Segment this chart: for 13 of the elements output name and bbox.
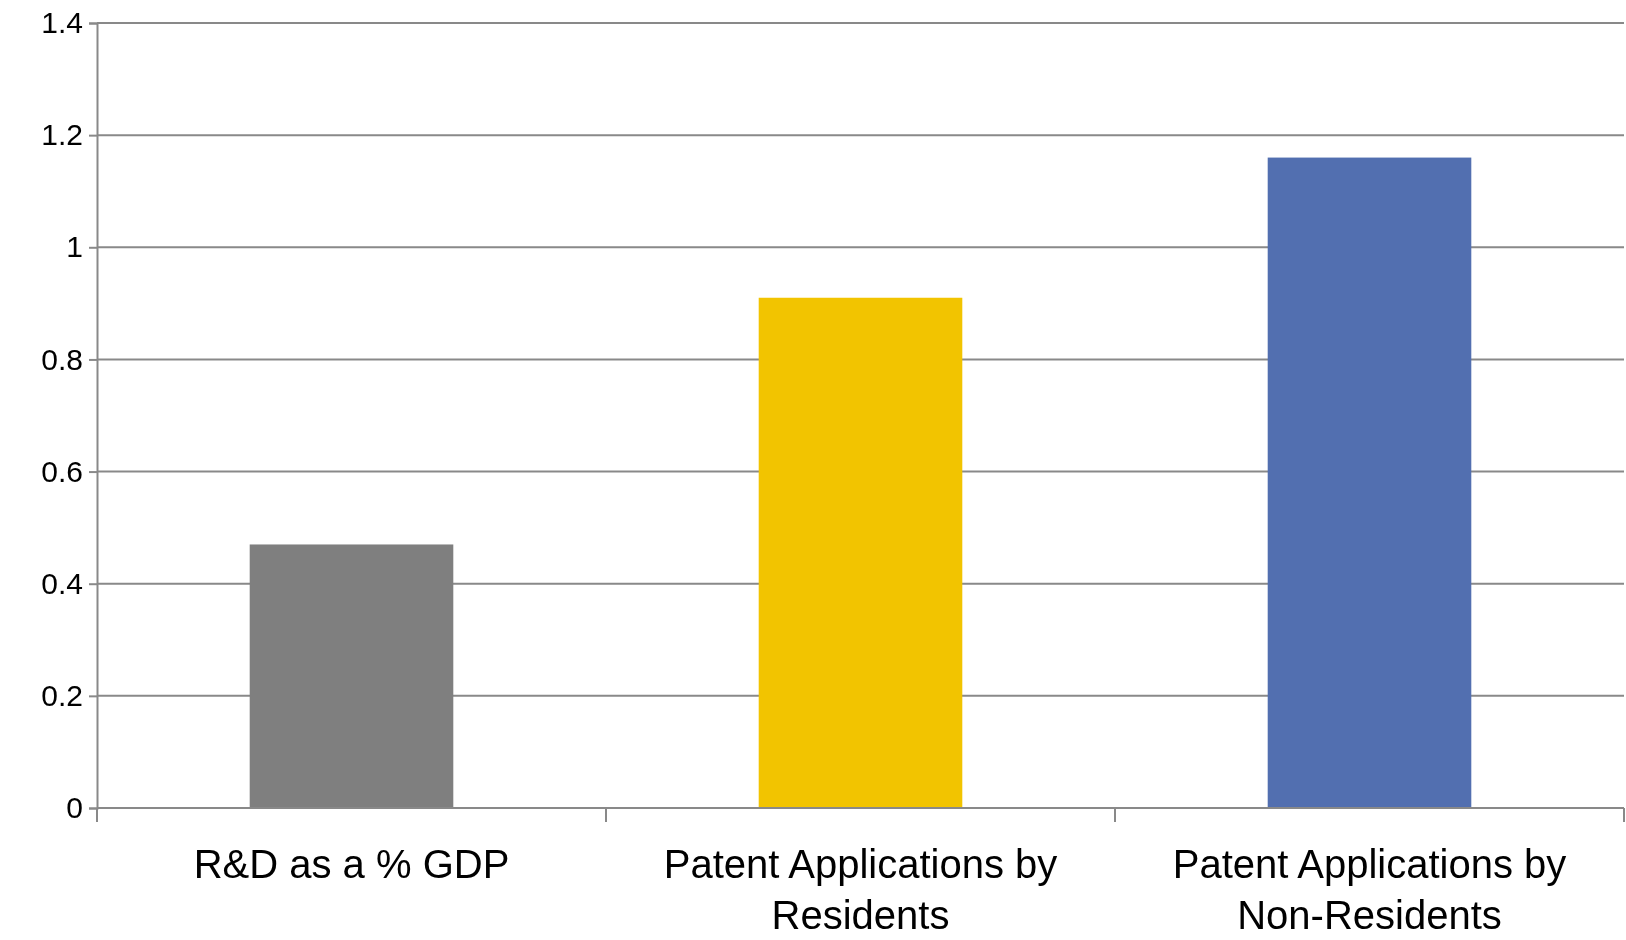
bar	[1267, 157, 1472, 808]
y-tick-label: 1.4	[41, 6, 83, 40]
y-tick-label: 1.2	[41, 118, 83, 152]
x-tick-label: Patent Applications by Non-Residents	[1172, 842, 1567, 937]
y-tick-label: 1	[66, 230, 83, 264]
x-tick-label: Patent Applications by Residents	[663, 842, 1058, 937]
x-tick-label: R&D as a % GDP	[193, 842, 510, 886]
y-tick-label: 0	[66, 791, 83, 825]
y-tick-label: 0.8	[41, 342, 83, 376]
y-tick-label: 0.6	[41, 454, 83, 488]
y-tick-label: 0.2	[41, 678, 83, 712]
bar	[758, 297, 963, 808]
y-tick-label: 0.4	[41, 566, 83, 600]
